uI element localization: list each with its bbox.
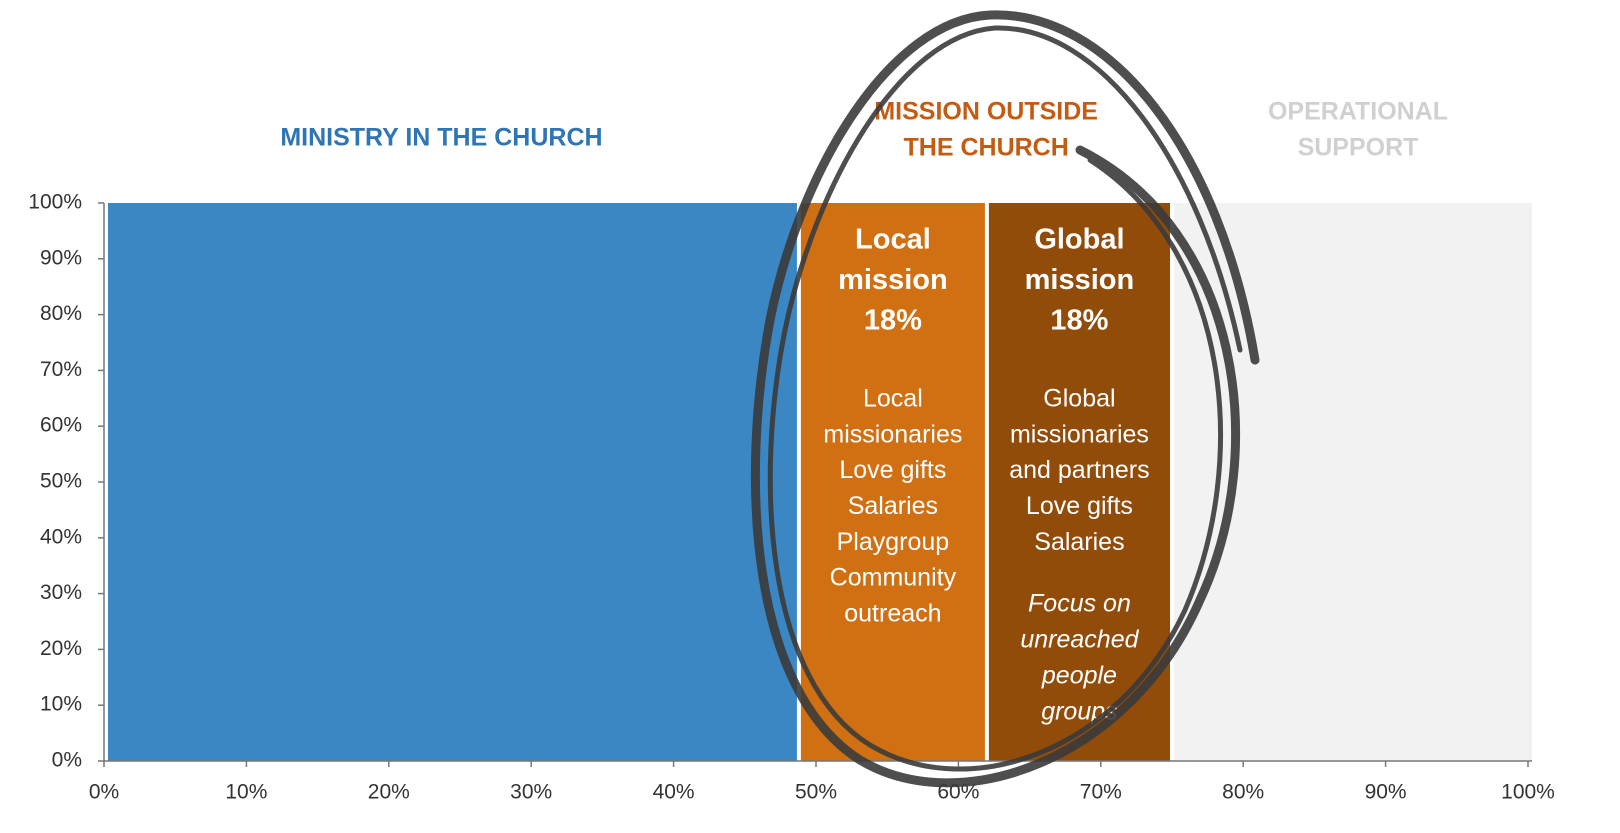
segment-text: Love gifts: [1026, 492, 1133, 520]
x-tick-label: 50%: [795, 781, 837, 804]
segment-text: and partners: [1009, 456, 1149, 484]
segment: [108, 203, 797, 761]
circle-stroke: [767, 25, 1243, 772]
x-tick-label: 10%: [225, 781, 267, 804]
group-header: MISSION OUTSIDE: [874, 98, 1098, 126]
segment-title: mission: [838, 264, 948, 296]
y-tick-label: 20%: [40, 637, 82, 660]
segment-title: Global: [1034, 224, 1124, 256]
segment-text: Local: [863, 385, 923, 413]
group-header: THE CHURCH: [904, 134, 1069, 162]
segment-text: Salaries: [1034, 528, 1124, 556]
segment-note: people: [1041, 662, 1117, 690]
x-tick-label: 40%: [653, 781, 695, 804]
y-tick-label: 70%: [40, 358, 82, 381]
circle-stroke: [750, 10, 1260, 788]
segment-note: unreached: [1020, 626, 1139, 654]
segment: [988, 203, 1170, 761]
plot: Local mission 18% Local missionaries Love gif…: [28, 98, 1555, 804]
y-tick-label: 100%: [28, 191, 82, 214]
segment-text: missionaries: [1010, 420, 1149, 448]
segment-title: mission: [1025, 264, 1135, 296]
segment-text: Global: [1043, 385, 1115, 413]
group-header: SUPPORT: [1298, 134, 1419, 162]
segment: [1174, 203, 1532, 761]
x-tick-label: 80%: [1222, 781, 1264, 804]
y-tick-label: 60%: [40, 414, 82, 437]
x-tick-label: 70%: [1080, 781, 1122, 804]
x-tick-label: 90%: [1365, 781, 1407, 804]
x-tick-label: 0%: [89, 781, 119, 804]
y-tick-label: 0%: [52, 749, 82, 772]
segment-text: missionaries: [823, 420, 962, 448]
y-tick-label: 30%: [40, 581, 82, 604]
y-tick-label: 50%: [40, 470, 82, 493]
segment-note: Focus on: [1028, 590, 1131, 618]
segment-title: 18%: [864, 305, 922, 337]
y-tick-label: 90%: [40, 246, 82, 269]
group-header: OPERATIONAL: [1268, 98, 1448, 126]
x-tick-label: 30%: [510, 781, 552, 804]
x-tick-label: 100%: [1501, 781, 1555, 804]
y-tick-label: 10%: [40, 693, 82, 716]
segment-title: Local: [855, 224, 931, 256]
segment-text: Love gifts: [839, 456, 946, 484]
segment-title: 18%: [1050, 305, 1108, 337]
segment-text: Salaries: [848, 492, 938, 520]
segment-text: Playgroup: [837, 528, 950, 556]
hand-drawn-circle: [750, 10, 1260, 788]
y-tick-label: 80%: [40, 302, 82, 325]
segment-text: outreach: [844, 599, 941, 627]
y-tick-label: 40%: [40, 525, 82, 548]
segment-text: Community: [830, 564, 957, 592]
segment: [800, 203, 985, 761]
x-tick-label: 20%: [368, 781, 410, 804]
group-header: MINISTRY IN THE CHURCH: [280, 124, 602, 152]
